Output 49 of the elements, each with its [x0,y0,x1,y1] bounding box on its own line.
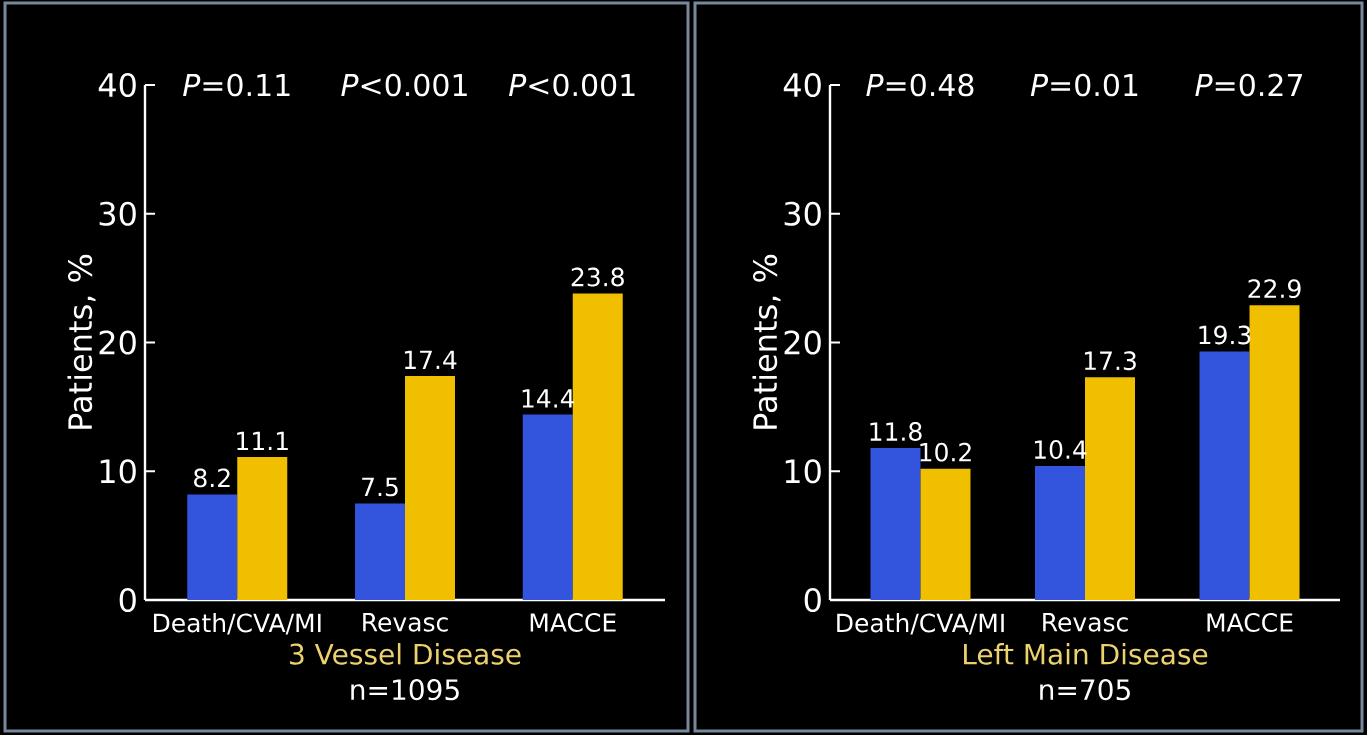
data-label: 11.8 [870,422,922,441]
x-tick-label: Death/CVA/MI [837,613,1004,635]
bar [1035,466,1086,600]
bar [237,457,288,600]
y-tick-label: 30 [99,201,136,226]
data-label: 22.9 [1248,279,1301,299]
x-tick-label: Revasc [363,613,448,632]
data-label: 17.3 [1084,351,1136,371]
y-tick-label: 0 [119,587,136,613]
bar [870,448,921,600]
annotation: P<0.001 [341,73,467,97]
x-tick-label: Revasc [1043,613,1128,632]
annotation: P=0.01 [1030,73,1138,97]
y-tick-label: 30 [784,201,821,226]
bar [522,414,573,600]
annotation: P<0.001 [509,73,635,97]
y-tick-label: 20 [99,330,136,355]
text: n=1095 [351,679,459,701]
bar [355,503,405,600]
annotation: P=0.27 [1195,73,1302,97]
y-tick-label: 10 [100,459,136,484]
data-label: 17.4 [404,350,457,369]
x-axis-title: 3 Vessel Disease [290,643,521,665]
bar [572,293,623,600]
y-tick-label: 20 [784,330,821,355]
y-tick-label: 40 [98,72,136,98]
y-axis-title: Patients, % [67,254,96,429]
x-tick-label: MACCE [1207,613,1293,632]
data-label: 11.1 [237,431,288,451]
data-label: 7.5 [362,477,398,497]
bar [1085,377,1136,600]
data-label: 8.2 [194,468,230,488]
text: n=705 [1040,679,1130,701]
bar [1249,305,1300,600]
data-label: 10.2 [920,442,971,462]
bar [1199,351,1250,600]
x-tick-label: MACCE [530,613,616,632]
bar [187,494,238,600]
y-tick-label: 10 [785,459,821,484]
y-tick-label: 0 [804,587,821,613]
bar [405,375,455,600]
annotation: P=0.48 [866,73,974,97]
annotation: P=0.11 [183,73,290,97]
y-tick-label: 40 [783,72,821,98]
y-axis-title: Patients, % [752,254,781,429]
x-axis-title: Left Main Disease [964,643,1208,665]
bar [920,468,971,600]
x-tick-label: Death/CVA/MI [153,613,321,635]
data-label: 23.8 [571,267,624,287]
